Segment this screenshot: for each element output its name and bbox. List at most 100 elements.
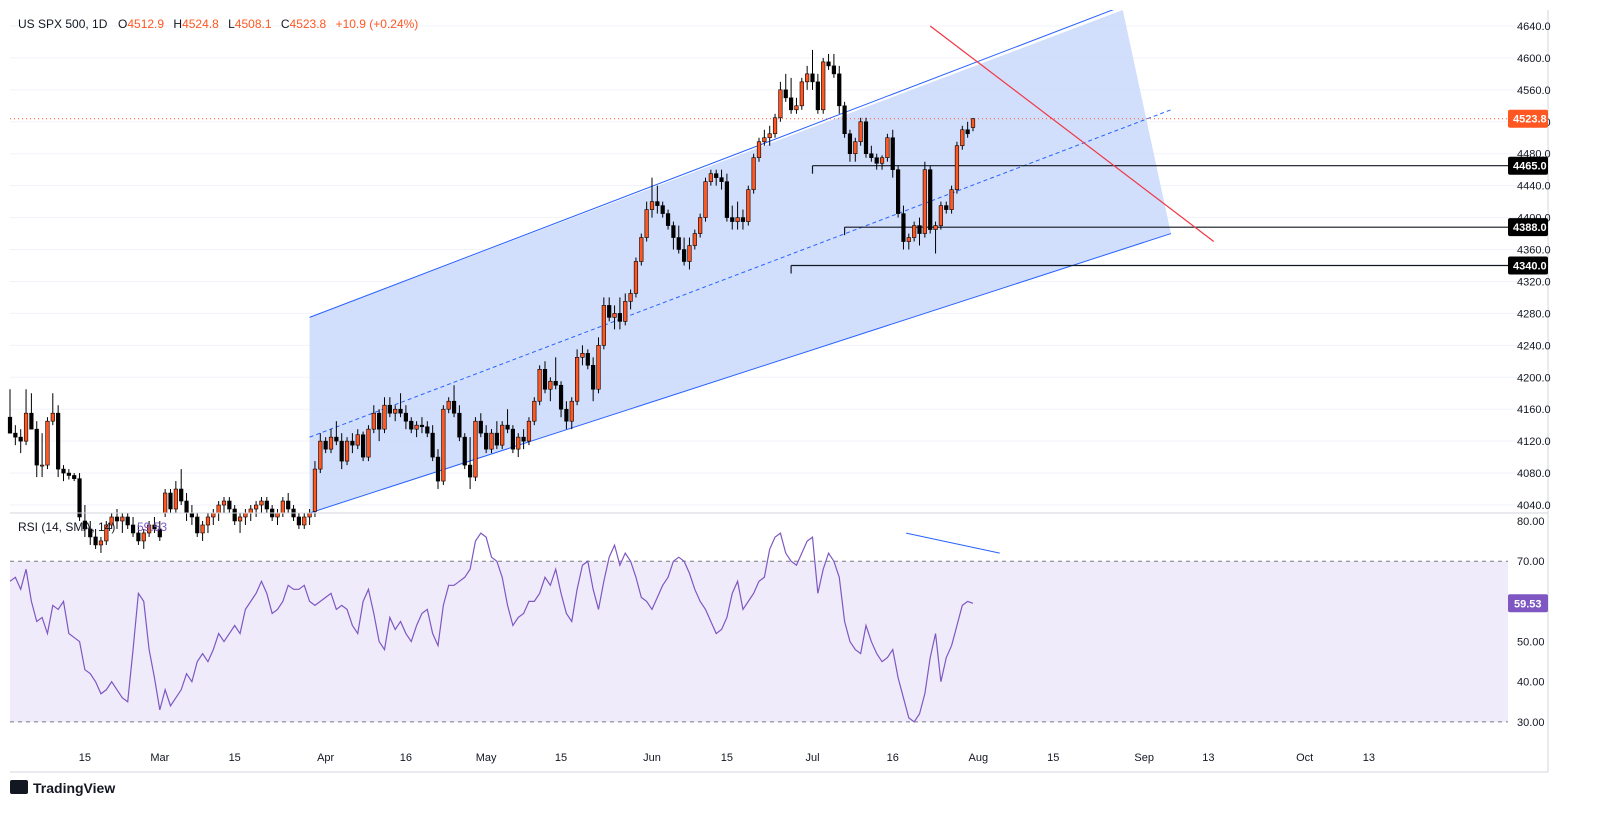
rsi-legend-value: 59.53 — [137, 520, 167, 534]
last-price-label: 4523.8 — [1513, 114, 1547, 126]
candle-body — [591, 364, 596, 390]
candle-body — [350, 440, 355, 446]
regression-channel — [309, 10, 1171, 513]
price-tick-label: 4280.0 — [1517, 308, 1551, 320]
candle-body — [462, 436, 467, 466]
candle-body — [778, 89, 783, 119]
candle-body — [264, 500, 269, 510]
candle-body — [681, 249, 687, 262]
candle-body — [922, 169, 927, 234]
candle-body — [334, 436, 339, 442]
candle-body — [360, 434, 366, 458]
candle-body — [960, 129, 965, 147]
candle-body — [869, 153, 874, 159]
candle-body — [954, 145, 960, 190]
candle-body — [29, 412, 34, 430]
candle-body — [147, 524, 152, 534]
rsi-band — [10, 561, 1508, 722]
rsi-legend-label[interactable]: RSI (14, SMA, 14) — [18, 520, 115, 534]
channel-lower-line — [309, 233, 1172, 513]
candle-body — [660, 205, 665, 214]
candle-body — [18, 436, 23, 442]
tradingview-logo[interactable]: TradingView — [10, 780, 115, 796]
candle-body — [355, 434, 360, 446]
candle-body — [23, 412, 29, 442]
candle-body — [296, 516, 302, 526]
candle-body — [227, 500, 232, 510]
candle-body — [435, 456, 441, 482]
price-pane[interactable] — [7, 6, 1548, 553]
candle-body — [521, 436, 526, 442]
candle-body — [842, 105, 847, 135]
candle-body — [478, 420, 483, 434]
candle-body — [714, 173, 719, 178]
level-label: 4340.0 — [1513, 260, 1547, 272]
price-tick-label: 4040.0 — [1517, 500, 1551, 512]
time-tick-label: 16 — [400, 752, 412, 764]
candle-body — [794, 105, 799, 111]
rsi-tick-label: 70.00 — [1517, 556, 1545, 568]
legend-ohlc: O4512.9 H4524.8 L4508.1 C4523.8 +10.9 (+… — [118, 17, 418, 31]
tradingview-logo-icon — [10, 780, 28, 794]
candle-body — [510, 428, 516, 450]
candle-body — [403, 412, 409, 422]
rsi-line — [9, 532, 974, 723]
candle-body — [612, 313, 617, 318]
price-tick-label: 4160.0 — [1517, 404, 1551, 416]
candle-body — [965, 129, 970, 135]
time-tick-label: 13 — [1363, 752, 1375, 764]
candle-body — [494, 432, 499, 446]
candle-body — [928, 169, 933, 230]
level-label: 4388.0 — [1513, 222, 1547, 234]
candle-body — [451, 400, 457, 414]
price-tick-label: 4600.0 — [1517, 53, 1551, 65]
price-tick-label: 4120.0 — [1517, 436, 1551, 448]
candle-body — [901, 213, 906, 242]
time-tick-label: 13 — [1202, 752, 1214, 764]
candle-body — [125, 516, 130, 526]
candle-body — [157, 528, 162, 538]
candle-body — [237, 516, 243, 522]
candle-body — [692, 233, 697, 246]
legend-symbol[interactable]: US SPX 500, 1D — [18, 17, 108, 31]
candle-body — [441, 408, 446, 482]
candle-body — [895, 169, 901, 214]
candle-body — [302, 516, 307, 526]
candle-body — [323, 440, 328, 450]
time-tick-label: Aug — [969, 752, 989, 764]
candle-body — [788, 97, 794, 111]
price-tick-label: 4200.0 — [1517, 372, 1551, 384]
candle-body — [387, 404, 392, 414]
rsi-pane[interactable] — [9, 532, 1508, 723]
candle-body — [687, 245, 692, 262]
price-axis[interactable]: 4640.04600.04560.04520.04480.04440.04400… — [1508, 21, 1551, 512]
time-tick-label: 15 — [1047, 752, 1059, 764]
candle-body — [163, 492, 168, 514]
candle-body — [799, 81, 804, 107]
rsi-tick-label: 50.00 — [1517, 637, 1545, 649]
time-axis[interactable]: 15 Mar 15 Apr 16 May 15 Jun 15 Jul 16 Aug 15 Sep 13 Oct… — [79, 752, 1375, 764]
candle-body — [467, 464, 473, 478]
candle-body — [665, 213, 671, 226]
candle-body — [532, 400, 537, 422]
candle-body — [933, 225, 938, 230]
candle-body — [179, 488, 184, 502]
candle-body — [45, 420, 50, 466]
time-tick-label: Mar — [150, 752, 169, 764]
candle-body — [708, 173, 713, 182]
candle-body — [232, 508, 237, 522]
time-tick-label: 16 — [887, 752, 899, 764]
candle-body — [644, 209, 649, 238]
candle-body — [949, 189, 954, 210]
level-label: 4465.0 — [1513, 161, 1547, 173]
candle-body — [114, 516, 120, 522]
candle-body — [698, 217, 703, 234]
candle-body — [56, 412, 61, 470]
candle-body — [853, 141, 858, 155]
rsi-axis[interactable]: 80.00 70.00 50.00 40.00 30.00 59.53 — [1508, 516, 1548, 729]
price-tick-label: 4080.0 — [1517, 468, 1551, 480]
candle-body — [286, 500, 291, 510]
tradingview-logo-text: TradingView — [33, 780, 115, 796]
time-tick-label: Oct — [1296, 752, 1313, 764]
time-tick-label: Sep — [1134, 752, 1154, 764]
